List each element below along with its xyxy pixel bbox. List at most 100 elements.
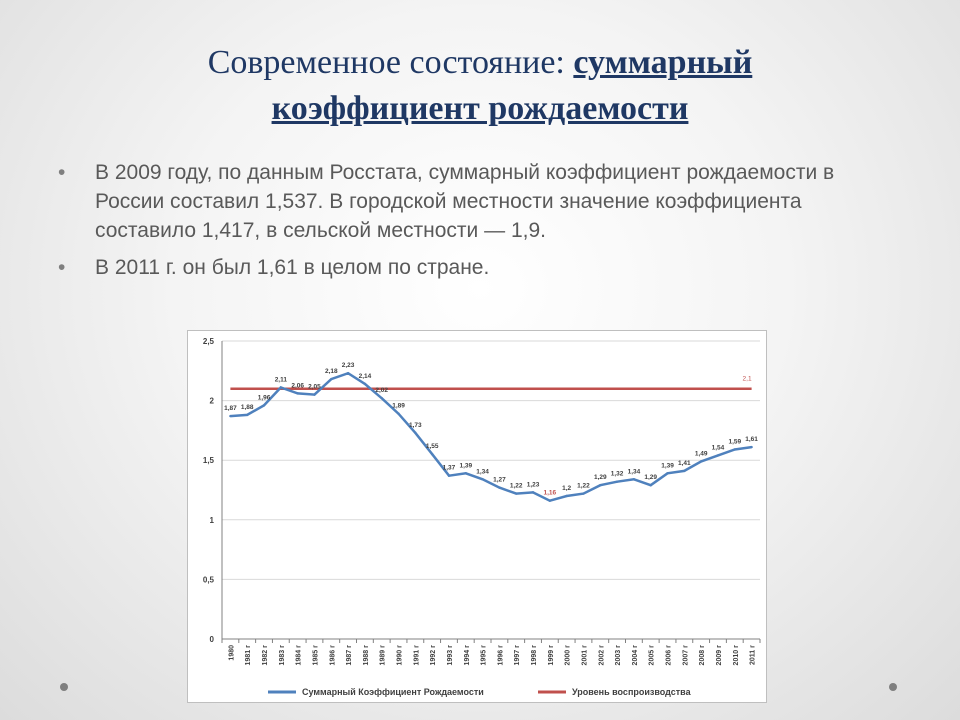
x-tick-label: 2009 г (716, 645, 723, 666)
x-tick-label: 2003 г (615, 645, 622, 666)
title-emphasis-2: коэффициент рождаемости (271, 90, 689, 127)
bullet-text: В 2011 г. он был 1,61 в целом по стране. (95, 256, 490, 279)
data-point (229, 414, 232, 418)
data-point (632, 478, 636, 481)
bullet-dot-icon: • (58, 161, 66, 184)
title-plain: Современное состояние: (207, 44, 574, 81)
title-emphasis-1: суммарный (573, 44, 753, 81)
data-label: 1,22 (577, 483, 590, 490)
x-tick-label: 1983 г (279, 645, 286, 666)
data-label: 1,23 (527, 481, 540, 488)
data-label: 1,54 (712, 444, 725, 451)
data-label: 1,73 (409, 422, 422, 429)
data-point (699, 460, 703, 463)
x-tick-label: 2004 г (632, 645, 639, 666)
right-nav-dot-icon (889, 683, 897, 691)
data-point (279, 386, 283, 389)
data-label: 1,16 (544, 490, 557, 497)
bullet-list: • В 2009 году, по данным Росстата, сумма… (58, 158, 908, 290)
y-tick-label: 1,5 (203, 456, 215, 465)
data-point (464, 472, 467, 475)
data-label: 2,23 (342, 362, 355, 369)
x-tick-label: 1984 г (296, 645, 303, 666)
y-tick-label: 0 (210, 635, 215, 644)
data-label: 2,02 (375, 387, 388, 394)
x-tick-label: 2005 г (649, 645, 656, 666)
data-point (330, 377, 333, 381)
chart-frame: 0 0,5 1 1,5 2 2,5 1980 1981 г 1982 г 1983 г 1984 г… (187, 330, 767, 703)
x-tick-label: 1987 г (346, 645, 353, 666)
data-point (750, 445, 753, 449)
legend-label-reproduction: Уровень воспроизводства (572, 687, 692, 697)
data-label: 1,96 (258, 394, 271, 401)
data-label: 1,39 (661, 462, 674, 469)
x-tick-label: 1995 г (481, 645, 488, 666)
data-label: 1,55 (426, 443, 439, 450)
data-point (296, 392, 299, 395)
x-tick-label: 1998 г (531, 645, 538, 666)
bullet-item: • В 2011 г. он был 1,61 в целом по стран… (58, 253, 908, 282)
x-tick-label: 2001 г (581, 645, 588, 666)
data-point (430, 453, 434, 456)
x-tick-label: 1991 г (413, 645, 420, 666)
data-point (346, 371, 350, 375)
data-label: 2,18 (325, 368, 338, 375)
x-tick-label: 1989 г (380, 645, 387, 666)
y-tick-label: 0,5 (203, 575, 215, 584)
data-point (548, 499, 552, 502)
data-point (599, 484, 602, 487)
data-point (363, 382, 367, 386)
data-point (565, 494, 568, 498)
x-tick-label: 2008 г (699, 645, 706, 666)
data-label: 2,05 (308, 384, 321, 391)
data-point (615, 480, 619, 483)
series-line-fertility (230, 371, 752, 503)
data-label: 2,11 (275, 376, 288, 383)
data-label: 1,29 (644, 474, 657, 481)
data-point (262, 404, 266, 407)
data-point (515, 492, 518, 495)
x-tick-label: 1980 (228, 645, 235, 661)
data-point (380, 397, 383, 400)
x-tick-label: 2002 г (598, 645, 605, 666)
data-point (246, 413, 249, 417)
y-tick-label: 2,5 (203, 337, 215, 346)
data-point (666, 472, 669, 475)
data-point (447, 474, 451, 477)
data-point (414, 431, 417, 434)
x-tick-label: 1985 г (312, 645, 319, 666)
bullet-dot-icon: • (58, 256, 66, 279)
legend-label-fertility: Суммарный Коэффициент Рождаемости (302, 687, 484, 697)
data-label: 1,89 (392, 403, 405, 410)
data-point (397, 412, 400, 415)
x-tick-label: 1992 г (430, 645, 437, 666)
data-point (313, 393, 316, 396)
fertility-chart: 0 0,5 1 1,5 2 2,5 1980 1981 г 1982 г 1983 г 1984 г… (203, 337, 761, 697)
data-label: 1,22 (510, 483, 523, 490)
data-label: 1,29 (594, 474, 607, 481)
data-label: 2,06 (291, 382, 304, 389)
data-label: 1,87 (224, 405, 237, 412)
left-nav-dot-icon (60, 683, 68, 691)
data-label: 1,34 (476, 468, 489, 475)
x-tick-label: 1981 г (245, 645, 252, 666)
data-label: 2,14 (359, 373, 372, 380)
data-label: 1,59 (728, 438, 741, 445)
data-label: 1,88 (241, 404, 254, 411)
x-tick-label: 2011 г (750, 645, 757, 665)
reproduction-end-label: 2,1 (743, 376, 752, 383)
data-label: 1,49 (695, 450, 708, 457)
bullet-item: • В 2009 году, по данным Росстата, сумма… (58, 158, 908, 245)
data-point (531, 491, 535, 494)
slide-title: Современное состояние: суммарный коэффиц… (0, 40, 960, 132)
y-tick-label: 1 (210, 516, 215, 525)
x-tick-label: 2006 г (666, 645, 673, 666)
x-tick-label: 1990 г (397, 645, 404, 666)
data-label: 1,32 (611, 471, 624, 478)
x-tick-label: 1988 г (363, 645, 370, 666)
data-point (582, 492, 585, 495)
x-tick-label: 1999 г (548, 645, 555, 666)
x-tick-label: 1996 г (497, 645, 504, 666)
bullet-text: В 2009 году, по данным Росстата, суммарн… (95, 161, 835, 242)
data-point (649, 484, 652, 487)
